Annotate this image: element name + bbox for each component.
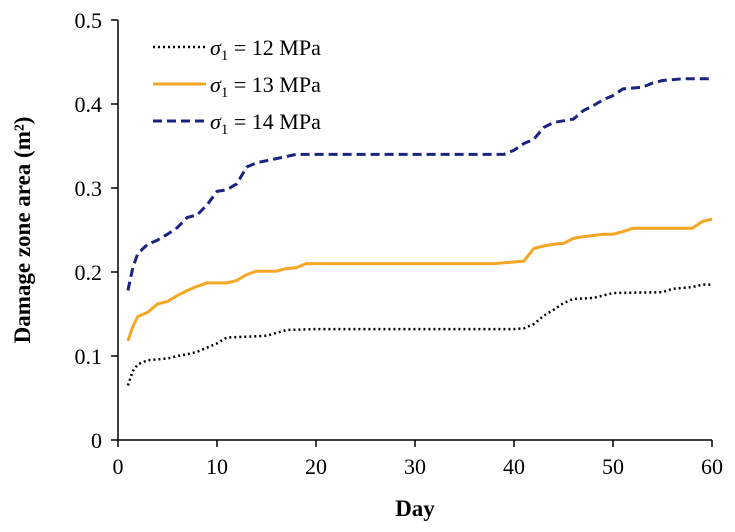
legend-symbol: σ (210, 72, 222, 97)
y-tick-label: 0.4 (75, 92, 103, 117)
x-ticks: 0 10 20 30 40 50 60 (113, 440, 723, 479)
y-tick-label: 0.3 (75, 176, 103, 201)
legend-symbol: σ (210, 35, 222, 60)
legend-value: = 12 MPa (228, 35, 321, 60)
x-tick-label: 50 (602, 454, 624, 479)
legend-subscript: 1 (221, 85, 229, 101)
legend-label-3: σ1 = 14 MPa (210, 109, 321, 138)
legend-label-2: σ1 = 13 MPa (210, 72, 321, 101)
x-tick-label: 60 (701, 454, 723, 479)
x-tick-label: 20 (305, 454, 327, 479)
y-tick-label: 0 (91, 428, 102, 453)
series-line-1 (126, 283, 712, 386)
y-tick-label: 0.1 (75, 344, 103, 369)
legend-value: = 13 MPa (228, 72, 321, 97)
y-ticks: 0 0.1 0.2 0.3 0.4 0.5 (75, 8, 118, 453)
series-line-2 (126, 217, 713, 342)
legend-subscript: 1 (221, 48, 229, 64)
series-line-3 (126, 77, 712, 291)
y-tick-label: 0.5 (75, 8, 103, 33)
axes (117, 20, 712, 441)
legend-label-1: σ1 = 12 MPa (210, 35, 321, 64)
legend-symbol: σ (210, 109, 222, 134)
x-axis-title: Day (395, 496, 435, 521)
legend-value: = 14 MPa (228, 109, 321, 134)
x-tick-label: 10 (206, 454, 228, 479)
x-tick-label: 0 (113, 454, 124, 479)
x-tick-label: 40 (503, 454, 525, 479)
plot-lines (126, 77, 713, 386)
legend-subscript: 1 (221, 122, 229, 138)
x-tick-label: 30 (404, 454, 426, 479)
y-axis-title: Damage zone area (m²) (10, 117, 35, 344)
y-tick-label: 0.2 (75, 260, 103, 285)
